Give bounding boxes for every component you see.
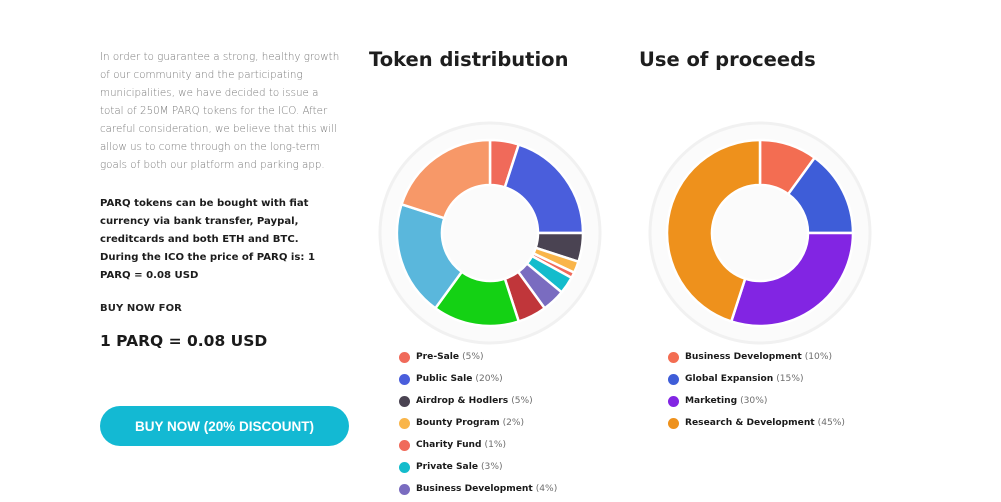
token-distribution-legend-swatch [399,373,410,385]
use-of-proceeds-legend: Business Development (10%) Global Expansio… [668,346,845,434]
token-distribution-legend-swatch [399,483,410,495]
use-of-proceeds-legend-label: Research & Development [685,418,815,428]
token-distribution-legend-percent: (5%) [511,396,533,406]
use-of-proceeds-legend-swatch [668,417,679,429]
token-distribution-legend-percent: (1%) [484,440,507,450]
token-distribution-legend-label: Airdrop & Hodlers [416,396,509,406]
use-of-proceeds-legend-percent: (10%) [804,352,833,362]
token-distribution-legend-swatch [399,439,410,451]
token-distribution-legend-item: Business Development (4%) [399,478,557,500]
token-distribution-legend-item: Private Sale (3%) [399,456,557,478]
token-distribution-legend-item: Charity Fund (1%) [399,434,557,456]
token-distribution-legend-swatch [399,461,410,473]
token-distribution-legend-percent: (5%) [462,352,484,362]
token-distribution-legend-item: Bounty Program (2%) [399,412,557,434]
use-of-proceeds-title: Use of proceeds [639,48,816,71]
use-of-proceeds-legend-label: Business Development [685,352,802,362]
token-distribution-legend-item: Pre-Sale (5%) [399,346,557,368]
token-distribution-chart [378,121,602,345]
token-distribution-legend-percent: (2%) [502,418,525,428]
use-of-proceeds-legend-label: Marketing [685,396,738,406]
use-of-proceeds-legend-percent: (15%) [776,374,804,384]
price-text: 1 PARQ = 0.08 USD [100,332,268,350]
payment-info-paragraph: PARQ tokens can be bought with fiat curr… [100,198,315,281]
token-distribution-legend-label: Charity Fund [416,440,482,450]
token-distribution-legend-label: Private Sale [416,462,478,472]
token-distribution-legend-label: Pre-Sale [416,352,460,362]
use-of-proceeds-legend-item: Business Development (10%) [668,346,845,368]
use-of-proceeds-slice-3 [665,138,762,324]
use-of-proceeds-legend-label: Global Expansion [685,374,774,384]
token-distribution-legend-percent: (4%) [535,484,558,494]
use-of-proceeds-legend-item: Marketing (30%) [668,390,845,412]
token-distribution-legend-label: Bounty Program [416,418,500,428]
use-of-proceeds-legend-swatch [668,373,679,385]
buy-now-for-label: BUY NOW FOR [100,303,182,314]
token-distribution-legend-swatch [399,351,410,363]
use-of-proceeds-legend-percent: (45%) [817,418,845,428]
token-distribution-legend-percent: (20%) [475,374,503,384]
use-of-proceeds-legend-item: Research & Development (45%) [668,412,845,434]
use-of-proceeds-legend-item: Global Expansion (15%) [668,368,845,390]
intro-paragraph: In order to guarantee a strong, healthy … [100,51,340,171]
token-distribution-legend: Pre-Sale (5%) Public Sale (20%) Airdrop & Ho… [399,346,557,500]
token-distribution-legend-item: Public Sale (20%) [399,368,557,390]
token-distribution-legend-swatch [399,417,410,429]
token-distribution-legend-label: Business Development [416,484,533,494]
token-distribution-legend-swatch [399,395,410,407]
use-of-proceeds-chart [648,121,872,345]
token-distribution-legend-item: Airdrop & Hodlers (5%) [399,390,557,412]
use-of-proceeds-slice-2 [729,231,855,328]
token-distribution-slice-10 [399,138,492,220]
buy-now-button[interactable]: BUY NOW (20% DISCOUNT) [100,406,349,446]
use-of-proceeds-legend-percent: (30%) [740,396,768,406]
token-distribution-title: Token distribution [369,48,569,71]
token-distribution-legend-label: Public Sale [416,374,473,384]
use-of-proceeds-legend-swatch [668,395,679,407]
token-distribution-legend-percent: (3%) [480,462,503,472]
use-of-proceeds-legend-swatch [668,351,679,363]
